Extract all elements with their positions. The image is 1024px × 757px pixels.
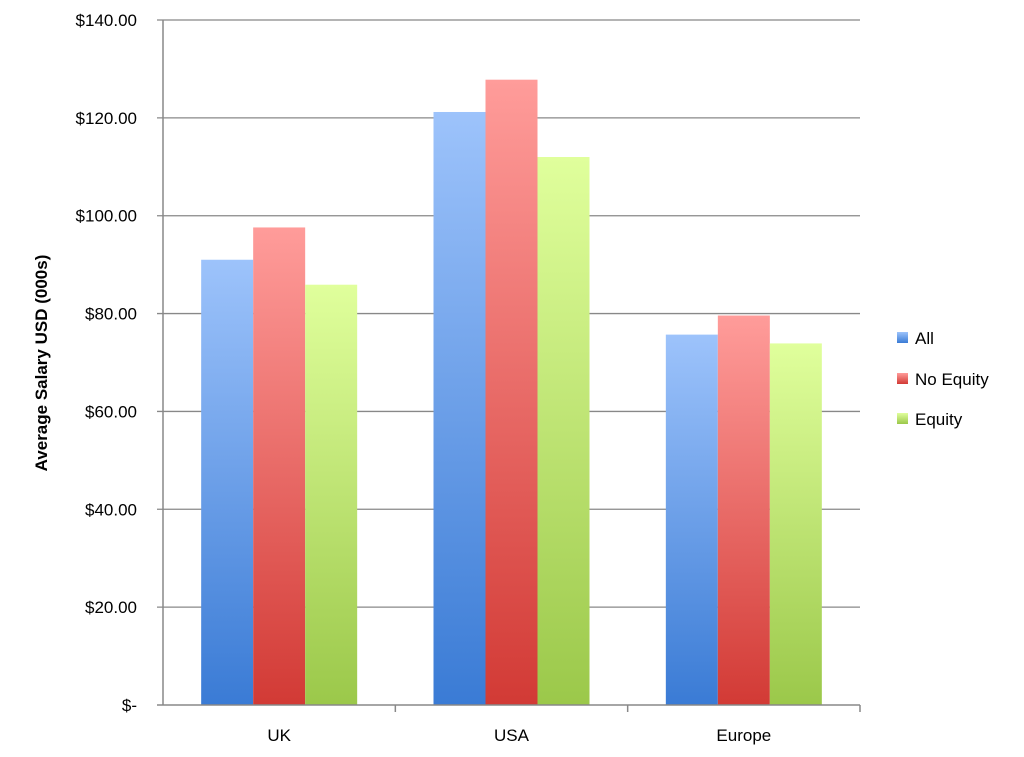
bar-all-usa (433, 111, 486, 705)
legend-label: All (915, 329, 934, 348)
axes (157, 20, 861, 712)
y-tick-label: $- (122, 696, 137, 715)
y-tick-label: $40.00 (85, 500, 137, 519)
x-axis-tick-labels: UK USA Europe (267, 726, 771, 745)
legend-label: No Equity (915, 370, 989, 389)
y-tick-label: $100.00 (76, 207, 137, 226)
bars (201, 79, 822, 705)
legend-swatch-all (897, 332, 908, 343)
bar-equity-europe (769, 343, 822, 705)
y-axis-tick-labels: $- $20.00 $40.00 $60.00 $80.00 $100.00 $120.00… (76, 11, 137, 715)
legend: All No Equity Equity (897, 329, 989, 429)
legend-swatch-no-equity (897, 373, 908, 384)
y-tick-label: $140.00 (76, 11, 137, 30)
legend-label: Equity (915, 410, 963, 429)
y-tick-label: $120.00 (76, 109, 137, 128)
x-tick-label: USA (494, 726, 530, 745)
y-tick-label: $60.00 (85, 402, 137, 421)
legend-swatch-equity (897, 413, 908, 424)
bar-no-equity-europe (717, 315, 770, 705)
y-tick-label: $20.00 (85, 598, 137, 617)
bar-equity-usa (537, 157, 590, 705)
bar-all-uk (201, 259, 254, 705)
bar-all-europe (665, 334, 718, 705)
bar-equity-uk (305, 284, 358, 705)
y-tick-label: $80.00 (85, 305, 137, 324)
bar-no-equity-uk (253, 227, 306, 705)
bar-no-equity-usa (485, 79, 538, 705)
x-tick-label: Europe (716, 726, 771, 745)
y-axis-label: Average Salary USD (000s) (32, 255, 51, 472)
x-tick-label: UK (267, 726, 291, 745)
